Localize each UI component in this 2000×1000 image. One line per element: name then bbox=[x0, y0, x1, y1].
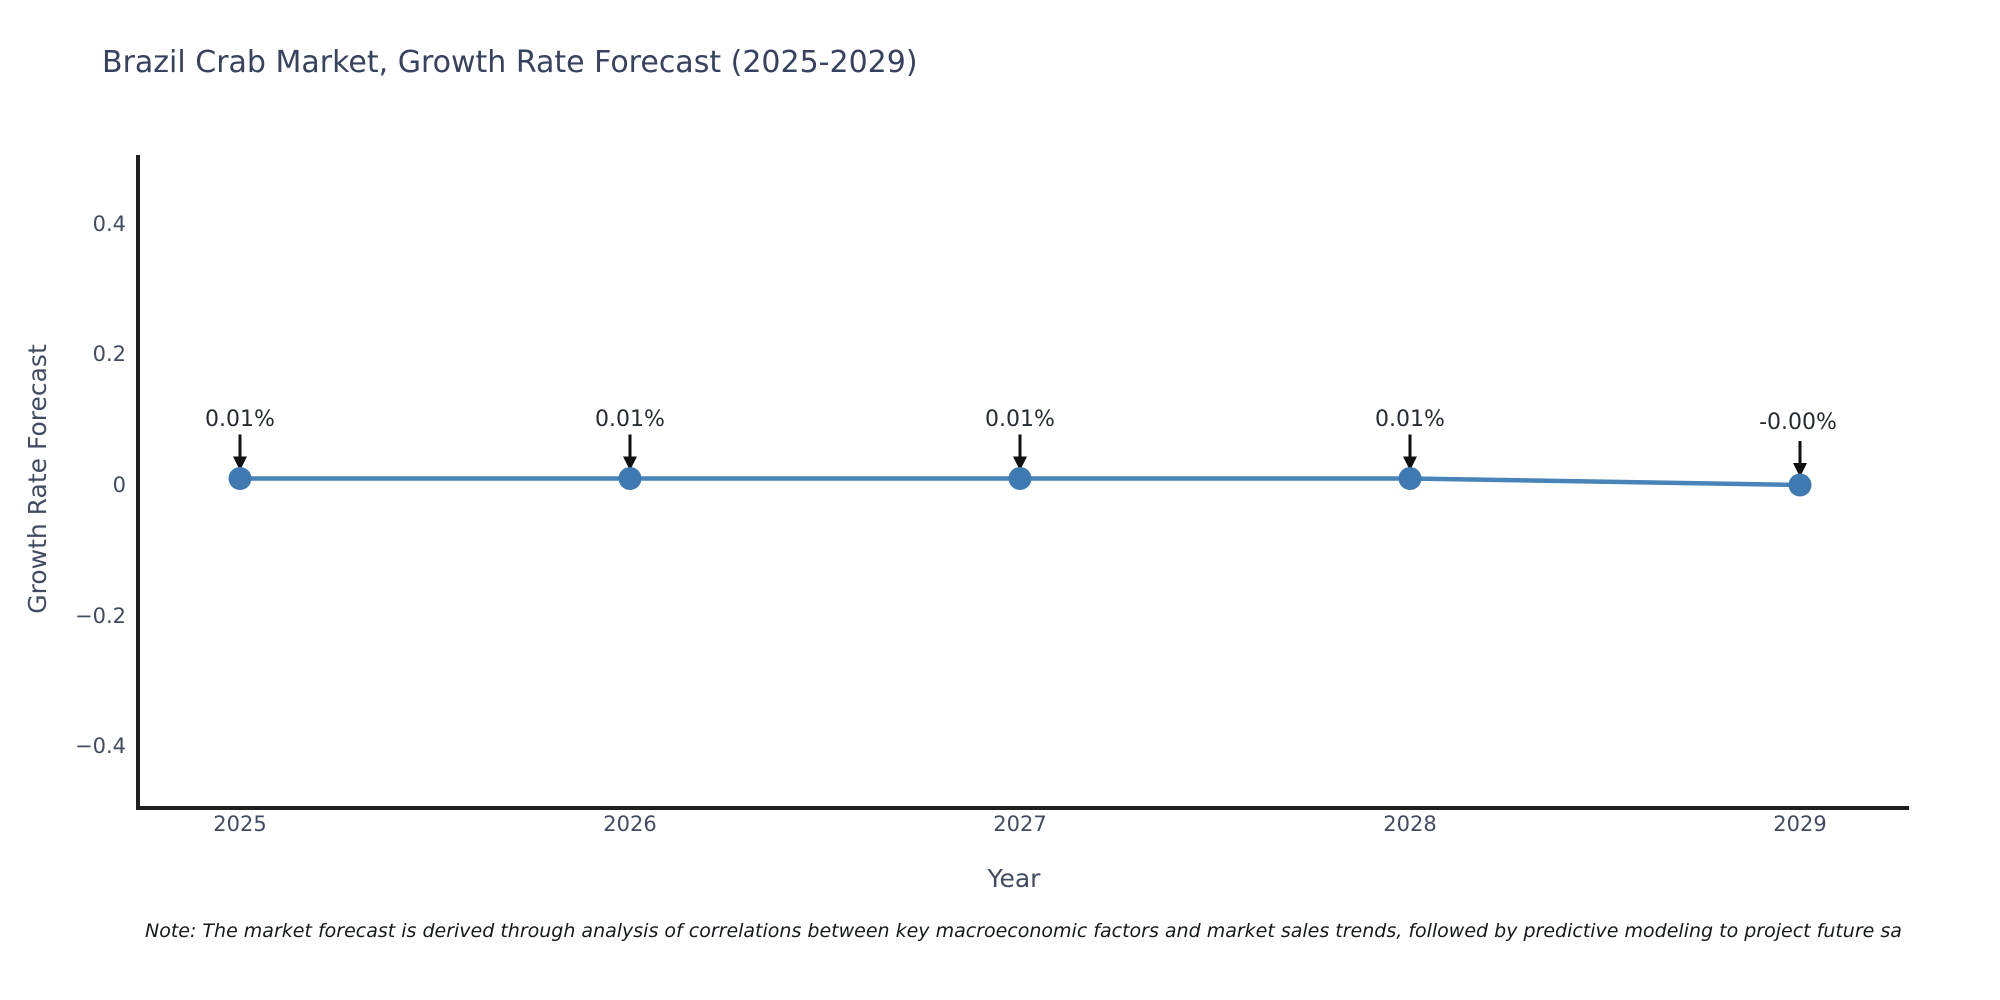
annotation-arrow-head bbox=[1793, 463, 1807, 477]
annotation-arrow-head bbox=[1403, 456, 1417, 471]
x-tick-label: 2029 bbox=[1773, 812, 1827, 836]
x-tick-label: 2028 bbox=[1383, 812, 1437, 836]
data-point-marker bbox=[228, 466, 252, 490]
point-annotation: 0.01% bbox=[1375, 407, 1445, 432]
annotation-arrow-head bbox=[233, 456, 247, 471]
y-tick-label: −0.2 bbox=[75, 604, 126, 628]
data-point-marker bbox=[618, 466, 642, 490]
point-annotation: -0.00% bbox=[1759, 410, 1837, 435]
y-tick-label: −0.4 bbox=[75, 734, 126, 758]
annotation-arrow-head bbox=[623, 456, 637, 471]
x-tick-label: 2025 bbox=[213, 812, 267, 836]
y-tick-label: 0.2 bbox=[92, 342, 126, 366]
y-axis-title: Growth Rate Forecast bbox=[23, 344, 52, 614]
point-annotation: 0.01% bbox=[205, 407, 275, 432]
annotation-arrow-head bbox=[1013, 456, 1027, 471]
x-tick-label: 2027 bbox=[993, 812, 1047, 836]
x-axis-title: Year bbox=[987, 864, 1041, 893]
footnote: Note: The market forecast is derived thr… bbox=[145, 920, 1902, 942]
point-annotation: 0.01% bbox=[985, 407, 1055, 432]
data-point-marker bbox=[1008, 466, 1032, 490]
point-annotation: 0.01% bbox=[595, 407, 665, 432]
data-point-marker bbox=[1788, 473, 1812, 497]
x-tick-label: 2026 bbox=[603, 812, 657, 836]
data-point-marker bbox=[1398, 466, 1422, 490]
chart-title: Brazil Crab Market, Growth Rate Forecast… bbox=[102, 45, 918, 80]
y-tick-label: 0 bbox=[112, 473, 126, 497]
y-tick-label: 0.4 bbox=[92, 212, 126, 236]
